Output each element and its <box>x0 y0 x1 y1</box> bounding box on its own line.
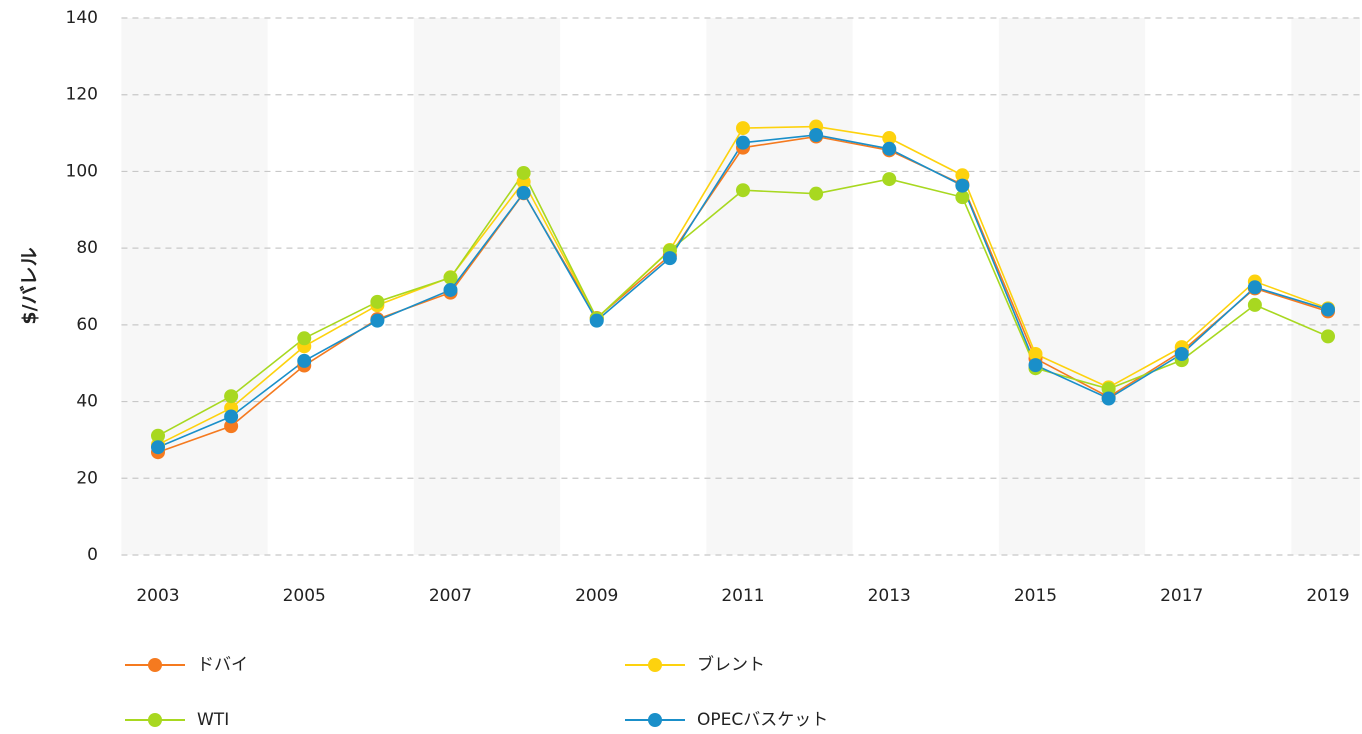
legend-label: WTI <box>197 710 229 730</box>
point <box>1321 329 1335 344</box>
x-tick-label: 2011 <box>721 586 764 606</box>
band <box>121 18 268 555</box>
point <box>297 331 312 346</box>
point <box>662 251 677 266</box>
point <box>224 409 239 424</box>
point <box>809 127 824 142</box>
x-tick-label: 2003 <box>136 586 179 606</box>
point <box>1028 358 1043 373</box>
point <box>589 313 604 328</box>
legend-marker <box>148 658 162 672</box>
point <box>1101 391 1116 406</box>
point <box>151 440 165 455</box>
y-tick-label: 140 <box>66 8 98 28</box>
y-axis-label: $/バレル <box>19 247 41 324</box>
point <box>516 185 531 200</box>
legend-marker <box>648 658 662 672</box>
y-tick-label: 60 <box>76 315 98 335</box>
point <box>1247 297 1262 312</box>
point <box>1247 280 1262 295</box>
legend-label: ドバイ <box>197 655 248 675</box>
point <box>736 183 750 198</box>
legend-marker <box>648 713 662 727</box>
legend-label: ブレント <box>697 654 765 675</box>
point <box>882 131 897 146</box>
x-tick-label: 2005 <box>283 586 326 606</box>
point <box>955 178 970 193</box>
point <box>955 190 970 205</box>
band <box>413 18 561 555</box>
x-tick-label: 2007 <box>429 586 472 606</box>
point <box>1321 302 1335 317</box>
x-tick-label: 2017 <box>1160 586 1203 606</box>
point <box>297 353 312 368</box>
point <box>809 186 824 201</box>
legend-marker <box>148 713 162 727</box>
point <box>736 121 750 136</box>
y-tick-label: 80 <box>76 238 98 258</box>
point <box>224 389 239 404</box>
point <box>882 141 897 156</box>
point <box>443 270 458 285</box>
point <box>224 419 239 434</box>
x-tick-label: 2013 <box>868 586 911 606</box>
y-tick-label: 120 <box>66 85 98 105</box>
point <box>1174 347 1189 362</box>
point <box>151 428 165 443</box>
x-tick-label: 2019 <box>1306 586 1349 606</box>
point <box>370 313 385 328</box>
band <box>706 18 853 555</box>
band <box>1291 18 1360 555</box>
point <box>516 165 531 180</box>
y-tick-label: 40 <box>76 392 98 412</box>
x-tick-label: 2015 <box>1014 586 1057 606</box>
point <box>1101 381 1116 396</box>
point <box>443 282 458 297</box>
point <box>370 294 385 309</box>
point <box>736 135 750 150</box>
y-tick-label: 100 <box>66 161 98 181</box>
point <box>1028 347 1043 362</box>
y-tick-label: 0 <box>87 545 98 565</box>
band <box>998 18 1146 555</box>
point <box>882 172 897 187</box>
y-tick-label: 20 <box>76 468 98 488</box>
point <box>955 168 970 183</box>
x-tick-label: 2009 <box>575 586 618 606</box>
legend-label: OPECバスケット <box>697 710 828 730</box>
